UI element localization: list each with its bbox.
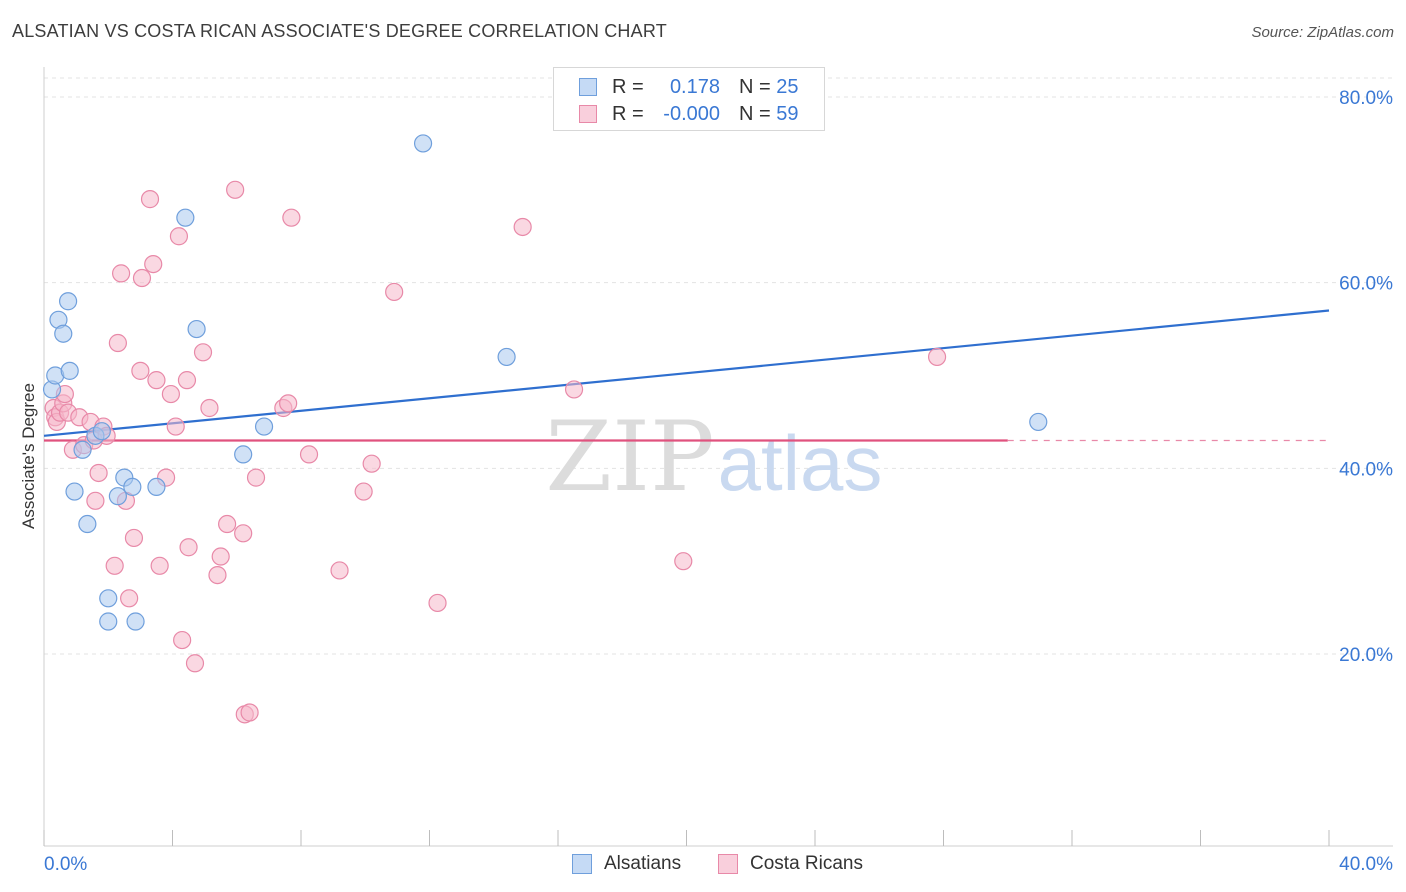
- costa-rican-point: [105, 556, 124, 575]
- costa-rican-point: [362, 454, 381, 473]
- source-label: Source: ZipAtlas.com: [1251, 24, 1394, 41]
- costa-rican-point: [124, 528, 144, 548]
- axes: [43, 67, 1393, 847]
- correlation-legend: R = 0.178 N = 25 R = -0.000 N = 59: [553, 67, 825, 131]
- x-tick-label: 40.0%: [1339, 854, 1393, 875]
- legend-n-label: N =: [739, 103, 771, 125]
- alsatian-point: [1029, 412, 1048, 432]
- alsatian-point: [108, 487, 127, 506]
- costa-rican-point: [354, 482, 373, 501]
- axis-labels: 20.0% 40.0% 60.0% 80.0% 0.0% 40.0% Associate's…: [19, 88, 1393, 875]
- costa-rican-point: [140, 190, 160, 209]
- costa-rican-point: [169, 227, 189, 246]
- legend-n-value: 25: [776, 76, 799, 98]
- costa-rican-point: [177, 371, 197, 390]
- legend-label: Costa Ricans: [750, 853, 863, 874]
- alsatian-trend-line: [43, 309, 1330, 437]
- costa-rican-point: [144, 255, 163, 274]
- watermark-atlas: atlas: [718, 419, 883, 507]
- legend-n-label: N =: [739, 76, 771, 98]
- legend-label: Alsatians: [604, 853, 682, 874]
- alsatian-point: [126, 612, 145, 631]
- costa-rican-point: [150, 556, 169, 575]
- legend-swatch-blue: [579, 78, 597, 96]
- costa-rican-point: [299, 445, 319, 464]
- alsatian-point: [497, 347, 516, 367]
- legend-swatch-pink: [718, 854, 738, 874]
- costa-rican-point: [179, 538, 198, 557]
- y-axis-label: Associate's Degree: [19, 383, 38, 529]
- alsatian-point: [99, 612, 118, 631]
- costa-rican-point: [330, 561, 349, 580]
- costa-rican-point: [428, 593, 447, 613]
- alsatian-point: [176, 208, 195, 227]
- costa-rican-point: [147, 371, 166, 390]
- costa-rican-point: [185, 654, 205, 673]
- costa-rican-point: [166, 417, 185, 436]
- costa-rican-point: [89, 463, 108, 483]
- costa-rican-point: [200, 398, 219, 418]
- y-tick-label: 80.0%: [1339, 88, 1393, 109]
- watermark-zip: ZIP: [545, 401, 714, 513]
- alsatian-point: [78, 514, 97, 534]
- alsatian-point: [123, 477, 142, 496]
- costa-rican-point: [240, 703, 259, 722]
- costa-rican-point: [226, 180, 245, 199]
- alsatian-point: [187, 319, 206, 339]
- costa-rican-point: [385, 282, 404, 302]
- costa-rican-point: [120, 589, 139, 608]
- costa-rican-point: [208, 565, 227, 585]
- costa-rican-point: [108, 333, 127, 353]
- legend-swatch-blue: [572, 854, 592, 874]
- alsatian-point: [73, 440, 92, 459]
- costa-rican-point: [132, 268, 152, 288]
- costa-rican-point: [161, 384, 180, 404]
- y-tick-label: 40.0%: [1339, 459, 1393, 480]
- alsatian-point: [58, 292, 78, 311]
- legend-r-value: 0.178: [669, 76, 720, 98]
- legend-swatch-pink: [579, 105, 597, 123]
- chart-title: ALSATIAN VS COSTA RICAN ASSOCIATE'S DEGR…: [12, 21, 667, 41]
- alsatian-point: [413, 134, 433, 153]
- alsatian-point: [54, 324, 73, 343]
- alsatian-point: [60, 361, 79, 380]
- y-tick-label: 20.0%: [1339, 645, 1393, 666]
- costa-rican-point: [173, 630, 192, 650]
- alsatian-point: [65, 482, 84, 501]
- alsatian-point: [234, 445, 253, 464]
- legend-n-value: 59: [776, 103, 799, 125]
- gridlines: [44, 77, 1393, 655]
- costa-rican-point: [234, 524, 253, 543]
- costa-rican-point: [218, 514, 237, 534]
- alsatian-point: [147, 477, 166, 496]
- y-tick-label: 60.0%: [1339, 274, 1393, 295]
- legend-n: N = 59: [739, 103, 799, 126]
- costa-rican-point: [111, 264, 131, 283]
- legend-r-label: R =: [612, 76, 644, 98]
- costa-rican-point: [211, 547, 230, 566]
- costa-rican-point: [282, 208, 301, 227]
- costa-rican-point: [564, 380, 584, 399]
- costa-rican-point: [193, 343, 213, 362]
- series-legend: Alsatians Costa Ricans: [0, 852, 1406, 878]
- legend-r-value: -0.000: [663, 103, 720, 125]
- alsatian-point: [99, 589, 118, 608]
- costa-rican-point: [674, 552, 693, 571]
- legend-n: N = 25: [739, 76, 799, 99]
- legend-r-label: R =: [612, 103, 644, 125]
- costa-rican-point: [513, 217, 532, 237]
- costa-rican-point: [86, 491, 105, 510]
- alsatian-point: [92, 422, 111, 441]
- data-points: [42, 134, 1048, 724]
- costa-rican-point: [927, 347, 947, 367]
- watermark: ZIP atlas: [545, 401, 882, 513]
- costa-rican-point: [279, 394, 298, 413]
- trend-lines: [43, 309, 1330, 442]
- alsatian-point: [254, 417, 274, 436]
- x-tick-label: 0.0%: [44, 854, 87, 875]
- costa-rican-point: [246, 468, 266, 487]
- costa-rican-point: [131, 361, 150, 380]
